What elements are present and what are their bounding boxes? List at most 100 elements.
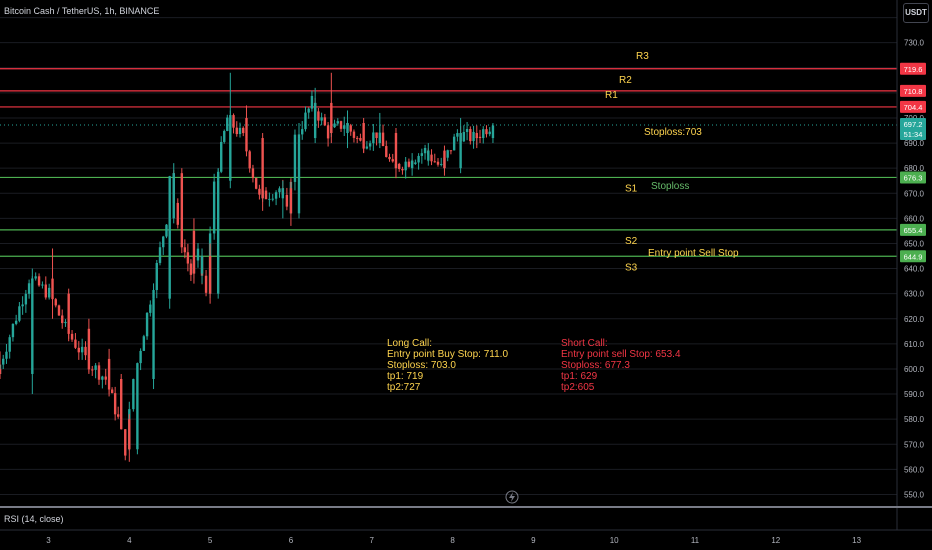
- candle-body: [375, 132, 378, 139]
- candle-body: [281, 188, 285, 199]
- candle-body: [180, 173, 184, 231]
- level-price-tag-text: 655.4: [904, 226, 923, 235]
- candle-body: [289, 188, 293, 214]
- candle-body: [162, 236, 165, 248]
- level-label-s1: S1: [625, 183, 638, 194]
- candle-body: [317, 111, 320, 121]
- candle-body: [226, 117, 229, 131]
- candle-body: [304, 112, 307, 130]
- candle-body: [336, 121, 339, 124]
- long-call-tp1: tp1: 719: [387, 371, 424, 382]
- candle-body: [446, 150, 449, 158]
- candle-body: [420, 153, 424, 156]
- level-price-tag: [900, 223, 926, 236]
- short-call-stoploss: Stoploss: 677.3: [561, 360, 630, 371]
- time-axis[interactable]: 3 4 5 6 7 8 9 10 11 12 13: [46, 536, 861, 545]
- candle-body: [57, 305, 61, 316]
- candle-body: [8, 337, 11, 352]
- price-tick-label: 550.0: [904, 490, 925, 499]
- candle-body: [268, 198, 271, 200]
- candle-body: [472, 131, 475, 142]
- candle-body: [139, 350, 142, 364]
- candle-body: [51, 278, 54, 294]
- candle-body: [64, 321, 67, 324]
- symbol-title[interactable]: Bitcoin Cash / TetherUS, 1h, BINANCE: [4, 6, 160, 16]
- price-tick-label: 690.0: [904, 139, 925, 148]
- level-label-r2: R2: [619, 75, 632, 86]
- candle-body: [132, 379, 135, 410]
- candle-body: [274, 192, 278, 199]
- candle-body: [238, 127, 242, 135]
- candle-body: [77, 347, 80, 353]
- candle-body: [196, 248, 200, 261]
- candle-body: [87, 328, 91, 359]
- candle-body: [229, 117, 232, 181]
- candle-body: [251, 168, 255, 178]
- candle-body: [326, 125, 330, 139]
- candle-body: [443, 150, 446, 169]
- replay-icon[interactable]: [505, 490, 519, 504]
- candle-body: [330, 102, 333, 134]
- candle-body: [427, 150, 430, 161]
- long-call-stoploss: Stoploss: 703.0: [387, 360, 456, 371]
- level-label-r1: R1: [605, 90, 618, 101]
- candle-body: [346, 122, 349, 134]
- candle-body: [24, 293, 28, 305]
- price-grid: [0, 17, 897, 495]
- candle-body: [67, 293, 70, 329]
- price-tick-label: 600.0: [904, 365, 925, 374]
- candle-body: [145, 312, 149, 337]
- price-tick-label: 590.0: [904, 390, 925, 399]
- candle-body: [359, 138, 362, 141]
- candle-body: [165, 224, 168, 237]
- candle-body: [414, 162, 417, 164]
- candle-body: [27, 283, 31, 294]
- currency-button[interactable]: USDT: [903, 3, 929, 23]
- candle-body: [107, 358, 111, 379]
- candle-body: [61, 315, 64, 324]
- candle-body: [391, 159, 394, 162]
- candle-body: [258, 188, 261, 195]
- candle-body: [18, 306, 21, 321]
- candle-body: [245, 117, 248, 139]
- long-call-tp2: tp2:727: [387, 382, 421, 393]
- rsi-indicator-label[interactable]: RSI (14, close): [4, 514, 64, 524]
- candle-body: [192, 230, 196, 274]
- candle-body: [47, 287, 51, 298]
- candle-body: [74, 339, 77, 348]
- candle-body: [423, 148, 427, 154]
- candle-body: [310, 95, 314, 109]
- candle-body: [155, 262, 158, 291]
- price-tick-label: 630.0: [904, 290, 925, 299]
- short-call-entry: Entry point sell Stop: 653.4: [561, 349, 681, 360]
- candle-body: [223, 130, 226, 142]
- level-label-r3: R3: [636, 51, 649, 62]
- time-tick-label: 9: [531, 536, 536, 545]
- candle-body: [11, 323, 15, 338]
- candle-body: [254, 177, 258, 189]
- candle-body: [452, 136, 456, 151]
- candle-body: [136, 378, 139, 450]
- time-tick-label: 4: [127, 536, 132, 545]
- candle-body: [297, 138, 301, 214]
- candle-body: [232, 115, 235, 128]
- long-call-note: Long Call: Entry point Buy Stop: 711.0 S…: [387, 338, 508, 393]
- candle-body: [70, 333, 74, 340]
- candle-body: [264, 190, 268, 200]
- candle-body: [339, 121, 343, 129]
- long-call-entry: Entry point Buy Stop: 711.0: [387, 349, 509, 360]
- candle-body: [343, 125, 346, 129]
- candle-body: [44, 284, 47, 298]
- candle-body: [433, 161, 436, 163]
- price-tick-label: 640.0: [904, 265, 925, 274]
- candle-body: [212, 181, 216, 234]
- candle-body: [368, 143, 372, 147]
- time-tick-label: 7: [370, 536, 375, 545]
- candle-body: [355, 137, 359, 139]
- candle-body: [378, 133, 382, 144]
- candle-body: [168, 176, 171, 219]
- candle-body: [401, 168, 404, 171]
- candle-body: [152, 298, 155, 379]
